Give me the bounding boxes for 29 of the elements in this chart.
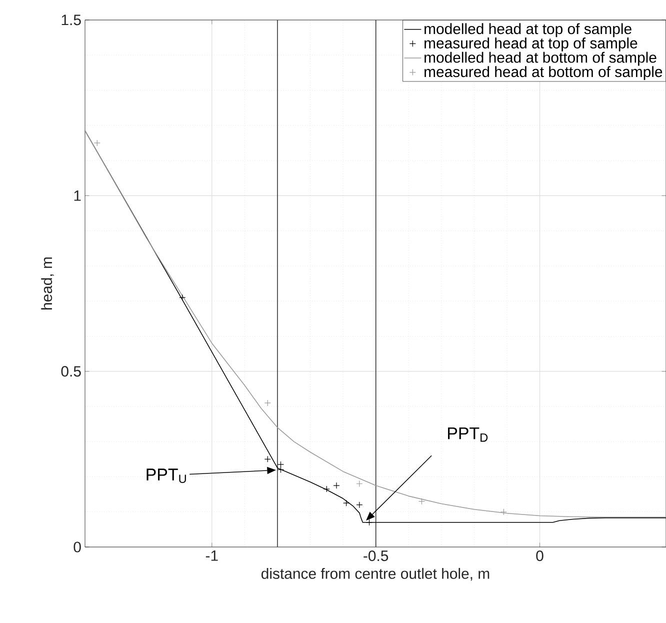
- x-tick-label: -1: [206, 550, 218, 561]
- point: [264, 400, 271, 406]
- x-tick-label: -0.5: [364, 550, 388, 562]
- annotation: PPT$_{D}$: [448, 427, 488, 442]
- point: [500, 508, 507, 516]
- point: [356, 502, 363, 508]
- point: [277, 461, 284, 468]
- legend-label: measured head at bottom of sample: [424, 66, 662, 80]
- x-axis-title: distance from centre outlet hole, m: [262, 568, 490, 581]
- legend-label: modelled head at top of sample: [424, 23, 632, 38]
- annotation: PPT$_{U}$: [146, 468, 186, 484]
- point: [356, 480, 363, 488]
- y-tick-label: 0: [74, 542, 81, 552]
- point: [179, 294, 186, 301]
- point: [366, 519, 373, 526]
- point: [264, 456, 271, 462]
- point: [333, 482, 340, 489]
- point: [277, 466, 284, 473]
- point: [94, 140, 100, 146]
- point: [418, 498, 426, 505]
- y-axis-title: head, m: [41, 258, 54, 310]
- point: [343, 500, 350, 506]
- y-tick-label: 1.5: [62, 14, 81, 26]
- x-tick-label: 0: [536, 550, 544, 562]
- point: [323, 486, 330, 492]
- y-tick-label: 0.5: [61, 366, 81, 377]
- legend-label: measured head at top of sample: [424, 38, 638, 52]
- y-tick-label: 1: [74, 190, 81, 201]
- legend-label: modelled head at bottom of sample: [424, 52, 656, 66]
